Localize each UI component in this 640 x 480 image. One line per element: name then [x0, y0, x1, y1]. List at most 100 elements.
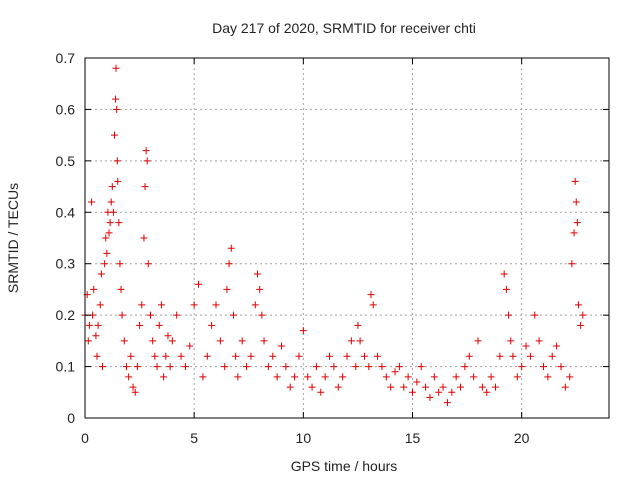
data-point: [409, 388, 416, 396]
data-point: [577, 321, 585, 329]
y-tick-label: 0.5: [56, 153, 76, 169]
data-point: [548, 352, 556, 360]
data-point: [354, 321, 362, 329]
y-tick-label: 0.3: [56, 256, 76, 272]
data-point: [572, 198, 580, 206]
data-point: [522, 342, 530, 350]
data-point: [144, 260, 152, 268]
data-point: [122, 363, 130, 371]
data-point: [312, 363, 320, 371]
data-point: [579, 311, 587, 319]
data-point: [151, 352, 159, 360]
data-point: [426, 393, 434, 401]
data-point: [491, 383, 499, 391]
data-point: [102, 234, 110, 242]
data-point: [400, 383, 408, 391]
data-point: [93, 352, 101, 360]
data-point: [557, 363, 565, 371]
data-point: [227, 244, 235, 252]
data-points: [81, 64, 587, 407]
data-point: [118, 311, 126, 319]
data-point: [107, 198, 115, 206]
data-point: [133, 363, 141, 371]
data-point: [568, 260, 576, 268]
data-point: [278, 342, 285, 350]
data-point: [106, 219, 114, 227]
data-point: [94, 321, 102, 329]
data-point: [98, 363, 106, 371]
data-point: [413, 378, 421, 386]
axis-ticks: 0 5 10 15 20 0 0.1 0.2 0.3 0.4 0.5 0.6 0.7: [56, 50, 609, 446]
data-point: [256, 285, 264, 293]
data-point: [321, 373, 329, 381]
data-point: [535, 337, 543, 345]
data-point: [308, 383, 316, 391]
data-point: [203, 352, 211, 360]
plot-frame: [84, 57, 610, 419]
data-point: [212, 301, 220, 309]
data-point: [571, 177, 579, 185]
data-point: [561, 383, 569, 391]
data-point: [181, 363, 189, 371]
data-point: [422, 383, 430, 391]
y-tick-label: 0.1: [56, 359, 76, 375]
data-point: [343, 352, 351, 360]
data-point: [164, 332, 172, 340]
data-point: [352, 363, 360, 371]
data-point: [360, 352, 368, 360]
data-point: [110, 131, 118, 139]
data-point: [339, 373, 347, 381]
data-point: [573, 219, 581, 227]
data-point: [391, 368, 399, 376]
data-point: [513, 373, 521, 381]
data-point: [483, 388, 491, 396]
data-point: [286, 383, 294, 391]
data-point: [502, 285, 510, 293]
data-point: [387, 383, 395, 391]
data-point: [157, 301, 165, 309]
data-point: [97, 270, 105, 278]
data-point: [166, 363, 174, 371]
data-point: [223, 285, 231, 293]
data-point: [142, 147, 150, 155]
data-point: [465, 352, 473, 360]
data-point: [317, 388, 325, 396]
data-point: [334, 383, 342, 391]
data-point: [88, 198, 96, 206]
data-point: [295, 352, 303, 360]
y-tick-label: 0.4: [56, 204, 76, 220]
data-point: [430, 373, 438, 381]
data-point: [478, 383, 486, 391]
data-point: [435, 388, 443, 396]
data-point: [221, 363, 229, 371]
data-point: [127, 352, 135, 360]
data-point: [531, 311, 539, 319]
data-point: [273, 373, 281, 381]
data-point: [190, 301, 198, 309]
data-point: [457, 383, 465, 391]
data-point: [500, 270, 508, 278]
data-point: [574, 301, 582, 309]
data-point: [570, 229, 578, 237]
data-point: [518, 363, 526, 371]
data-point: [125, 373, 133, 381]
data-point: [474, 337, 482, 345]
data-point: [105, 229, 113, 237]
data-point: [216, 337, 224, 345]
data-point: [291, 373, 299, 381]
data-point: [269, 352, 277, 360]
data-point: [326, 352, 334, 360]
data-point: [452, 373, 460, 381]
data-point: [136, 321, 144, 329]
data-point: [238, 337, 246, 345]
data-point: [417, 363, 425, 371]
x-tick-label: 20: [514, 430, 530, 446]
data-point: [232, 352, 240, 360]
data-point: [330, 363, 338, 371]
data-point: [117, 285, 125, 293]
x-tick-label: 10: [296, 430, 312, 446]
data-point: [147, 311, 154, 319]
data-point: [553, 342, 561, 350]
data-point: [90, 285, 98, 293]
data-point: [131, 388, 139, 396]
